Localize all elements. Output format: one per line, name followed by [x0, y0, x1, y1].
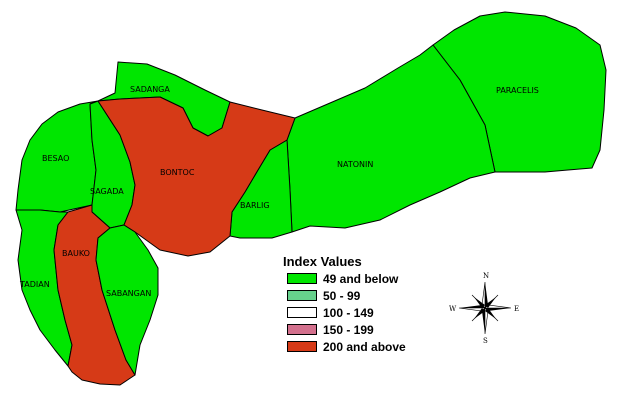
region-bontoc	[97, 96, 296, 257]
label-paracelis: PARACELIS	[496, 86, 539, 95]
legend-item: 100 - 149	[283, 304, 453, 321]
legend-item-label: 49 and below	[323, 271, 399, 286]
legend-swatch	[287, 307, 317, 318]
legend-item: 49 and below	[283, 270, 453, 287]
region-sabangan	[95, 224, 159, 376]
label-sabangan: SABANGAN	[106, 289, 151, 298]
legend-item: 150 - 199	[283, 321, 453, 338]
legend-item-label: 50 - 99	[323, 288, 361, 303]
label-sagada: SAGADA	[90, 187, 124, 196]
legend: Index Values 49 and below 50 - 99 100 - …	[283, 253, 453, 355]
label-sadanga: SADANGA	[130, 85, 170, 94]
legend-swatch	[287, 290, 317, 301]
label-besao: BESAO	[42, 154, 69, 163]
label-tadian: TADIAN	[19, 280, 50, 289]
legend-item: 200 and above	[283, 338, 453, 355]
legend-item-label: 100 - 149	[323, 305, 374, 320]
compass-s: S	[483, 337, 488, 345]
legend-item-label: 150 - 199	[323, 322, 374, 337]
compass-rose-icon: N S E W	[449, 272, 519, 345]
legend-title: Index Values	[283, 254, 362, 269]
legend-item-label: 200 and above	[323, 339, 406, 354]
label-bontoc: BONTOC	[160, 168, 195, 177]
label-barlig: BARLIG	[240, 201, 270, 210]
compass-e: E	[514, 305, 519, 313]
legend-swatch	[287, 341, 317, 352]
legend-item: 50 - 99	[283, 287, 453, 304]
legend-swatch	[287, 324, 317, 335]
label-natonin: NATONIN	[337, 160, 373, 169]
legend-swatch	[287, 273, 317, 284]
compass-w: W	[449, 305, 457, 313]
compass-n: N	[483, 272, 489, 280]
label-bauko: BAUKO	[62, 249, 90, 258]
